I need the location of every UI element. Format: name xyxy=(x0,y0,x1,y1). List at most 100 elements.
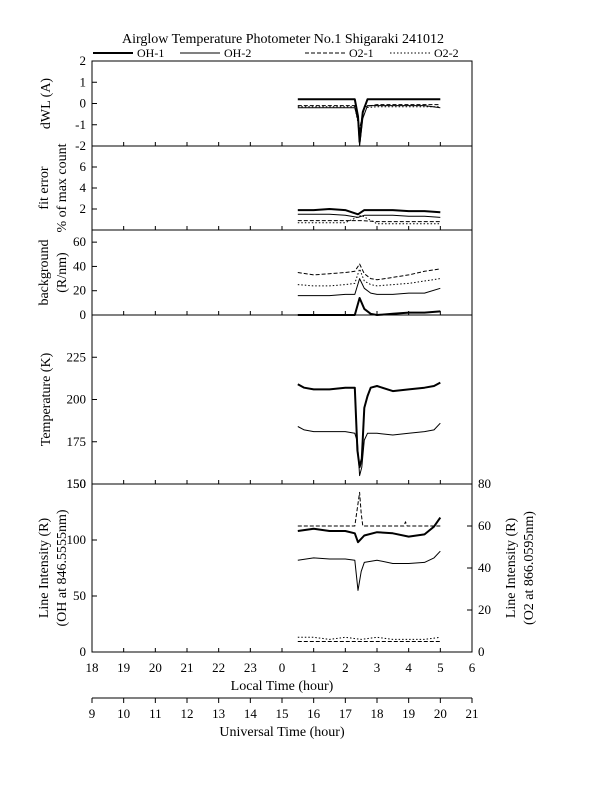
intensity-ylabel2: (OH at 846.5555nm) xyxy=(55,509,70,626)
temp-ytick-label: 225 xyxy=(67,349,87,364)
local-time-tick-label: 18 xyxy=(86,660,99,675)
dwl-ytick-label: 0 xyxy=(80,96,87,111)
temp-ytick-label: 175 xyxy=(67,434,87,449)
dwl-frame xyxy=(91,60,473,147)
bg-ylabel2: (R/nm) xyxy=(55,252,70,293)
dwl-ytick-label: -2 xyxy=(75,138,86,153)
legend-oh1-label: OH-1 xyxy=(137,46,164,60)
bg-ylabel: background xyxy=(37,239,52,305)
intensity-y2tick-label: 80 xyxy=(478,476,491,491)
bg-ytick-label: 0 xyxy=(80,307,87,322)
ut-tick-label: 10 xyxy=(117,706,130,721)
bg-ytick-label: 20 xyxy=(73,283,86,298)
intensity-ytick-label: 0 xyxy=(80,644,87,659)
bg-frame xyxy=(91,229,473,316)
temp-ytick-label: 150 xyxy=(67,476,87,491)
intensity-ylabel: Line Intensity (R) xyxy=(37,518,52,619)
local-time-tick-label: 0 xyxy=(279,660,286,675)
ut-tick-label: 18 xyxy=(371,706,384,721)
bg-series-oh-2 xyxy=(297,278,441,297)
intensity-y2tick-label: 20 xyxy=(478,602,491,617)
legend-oh2-label: OH-2 xyxy=(224,46,251,60)
legend-o21-label: O2-1 xyxy=(349,46,374,60)
bg-series-o2-1 xyxy=(297,263,441,281)
fit-ytick-label: 4 xyxy=(80,180,87,195)
local-time-tick-label: 19 xyxy=(117,660,130,675)
ut-axis-label: Universal Time (hour) xyxy=(219,725,345,740)
local-time-tick-label: 6 xyxy=(469,660,476,675)
dwl-series-o2-2 xyxy=(297,106,441,132)
ut-tick-label: 12 xyxy=(181,706,194,721)
local-time-tick-label: 1 xyxy=(310,660,317,675)
bg-series-oh-1 xyxy=(297,297,441,316)
ut-tick-label: 9 xyxy=(89,706,96,721)
panel-fit: 2 4 6 fit error% of max count xyxy=(37,143,473,233)
dwl-series-oh-1 xyxy=(297,98,441,143)
temp-ytick-label: 200 xyxy=(67,392,87,407)
bg-series-o2-2 xyxy=(297,268,441,287)
local-time-tick-label: 3 xyxy=(374,660,381,675)
fit-series-oh-2 xyxy=(297,213,441,218)
intensity-series-o2-2 xyxy=(297,636,441,640)
local-time-tick-label: 4 xyxy=(405,660,412,675)
fit-series-o2-2 xyxy=(297,214,441,225)
fit-ytick-label: 2 xyxy=(80,201,87,216)
local-time-tick-label: 21 xyxy=(181,660,194,675)
local-time-tick-label: 20 xyxy=(149,660,162,675)
dwl-ytick-label: 1 xyxy=(80,74,87,89)
intensity-y2tick-label: 60 xyxy=(478,518,491,533)
ut-tick-label: 13 xyxy=(212,706,225,721)
intensity-ytick-label: 100 xyxy=(67,532,87,547)
temp-series-oh-1 xyxy=(297,381,441,469)
local-time-axis-label: Local Time (hour) xyxy=(231,679,334,694)
intensity-frame xyxy=(91,483,473,653)
local-time-tick-label: 23 xyxy=(244,660,257,675)
intensity-y2label: Line Intensity (R) xyxy=(504,518,519,619)
fit-ylabel: fit error xyxy=(37,166,52,209)
figure-title: Airglow Temperature Photometer No.1 Shig… xyxy=(122,32,444,47)
fit-ylabel2: % of max count xyxy=(55,143,70,232)
dwl-series-oh-2 xyxy=(297,105,441,147)
intensity-y2tick-label: 0 xyxy=(478,644,485,659)
fit-series-oh-1 xyxy=(297,208,441,216)
intensity-ytick-label: 50 xyxy=(73,588,86,603)
local-time-tick-label: 5 xyxy=(437,660,444,675)
ut-tick-label: 15 xyxy=(276,706,289,721)
intensity-ytick-label: 150 xyxy=(67,476,87,491)
ut-tick-label: 20 xyxy=(434,706,447,721)
intensity-series-oh-2 xyxy=(297,550,441,591)
legend: OH-1 OH-2 O2-1 O2-2 xyxy=(93,46,459,60)
fit-frame xyxy=(91,145,473,231)
ut-tick-label: 16 xyxy=(307,706,321,721)
dwl-series-o2-1 xyxy=(297,104,441,130)
intensity-y2tick-label: 40 xyxy=(478,560,491,575)
intensity-series-oh-1 xyxy=(297,517,442,544)
ut-tick-label: 21 xyxy=(466,706,479,721)
ut-tick-label: 19 xyxy=(402,706,415,721)
intensity-series-o2-1 xyxy=(297,491,441,527)
temp-ylabel: Temperature (K) xyxy=(39,352,54,446)
dwl-ylabel: dWL (A) xyxy=(39,78,54,130)
local-time-tick-label: 2 xyxy=(342,660,349,675)
dwl-ytick-label: -1 xyxy=(75,117,86,132)
ut-tick-label: 11 xyxy=(149,706,162,721)
fit-series-o2-1 xyxy=(297,220,441,223)
dwl-ytick-label: 2 xyxy=(80,53,87,68)
panel-bg: 0 20 40 60 background (R/nm) xyxy=(37,229,473,322)
legend-o22-label: O2-2 xyxy=(434,46,459,60)
panel-dwl: -2 -1 0 1 2 dWL (A) xyxy=(39,53,473,153)
local-time-tick-label: 22 xyxy=(212,660,225,675)
temp-frame xyxy=(91,314,473,485)
ut-tick-label: 17 xyxy=(339,706,353,721)
bg-ytick-label: 40 xyxy=(73,258,86,273)
bg-ytick-label: 60 xyxy=(73,234,86,249)
ut-tick-label: 14 xyxy=(244,706,258,721)
temp-series-oh-2 xyxy=(297,422,441,477)
intensity-y2label2: (O2 at 866.0595nm) xyxy=(522,511,537,625)
panel-temp: 150 175 200 225 Temperature (K) xyxy=(39,314,473,491)
fit-ytick-label: 6 xyxy=(80,159,87,174)
chart-panels: -2 -1 0 1 2 dWL (A) 2 4 6 fit error% of max count… xyxy=(37,53,537,659)
